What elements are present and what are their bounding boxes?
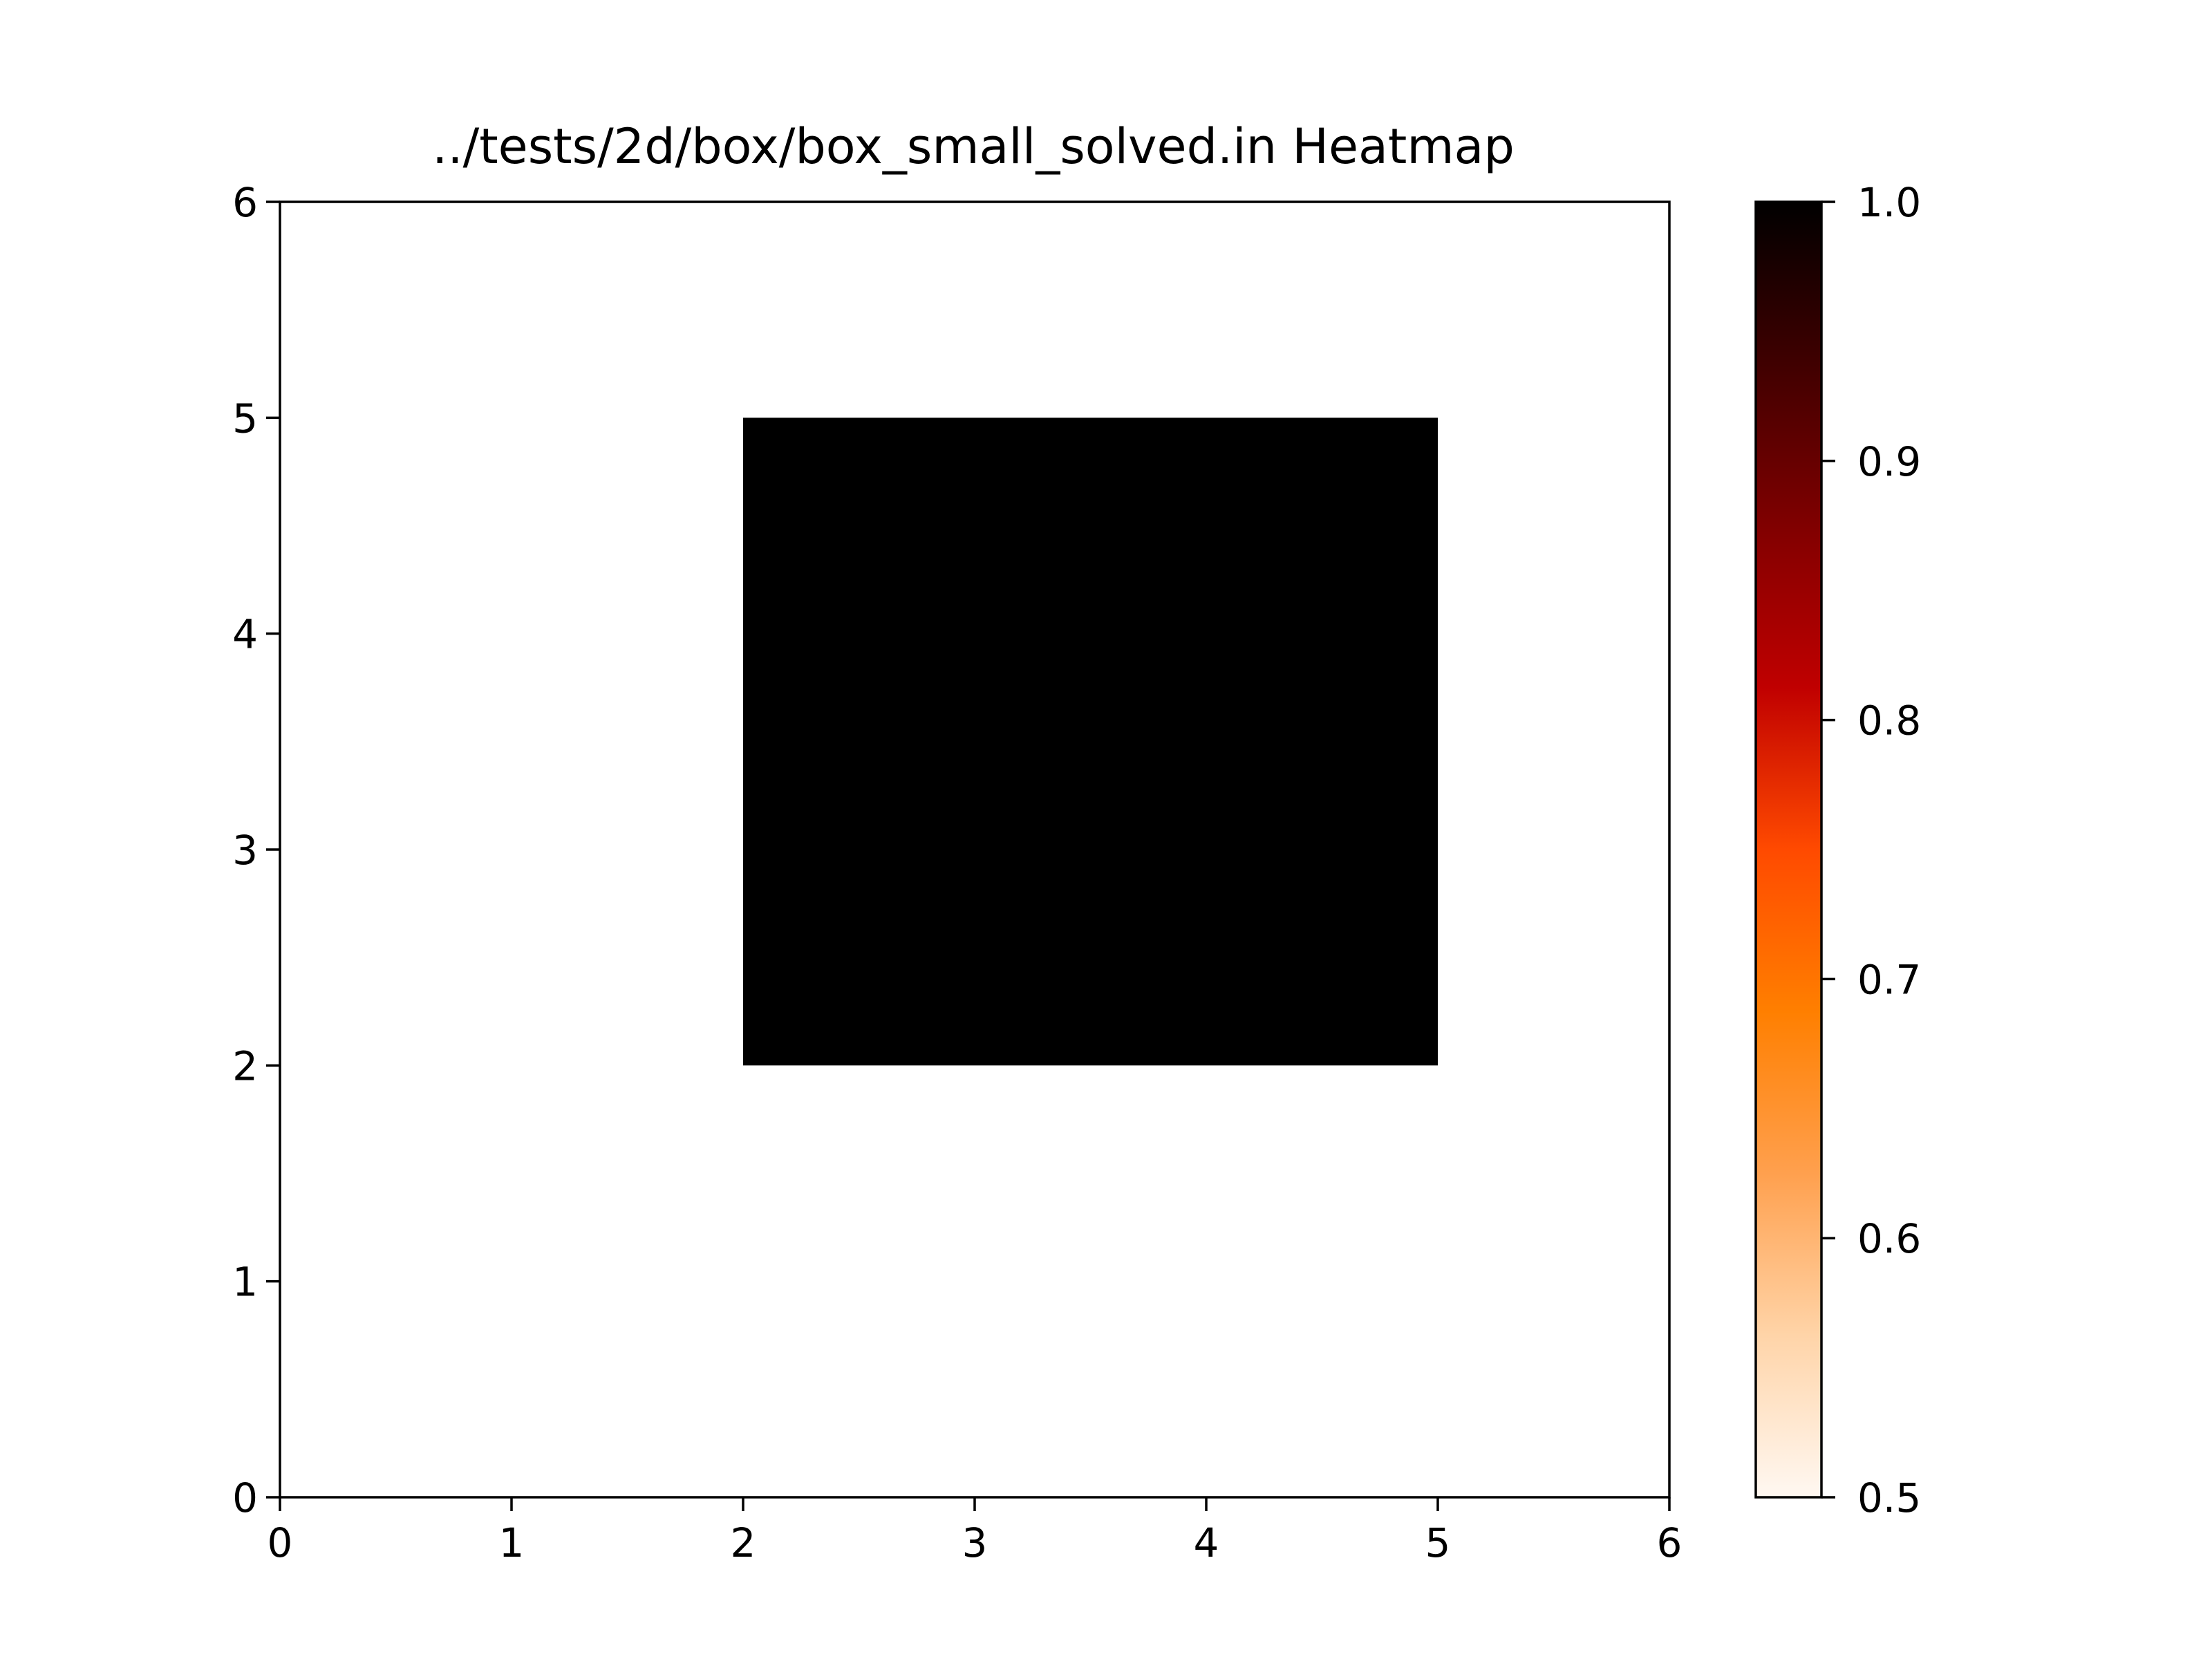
x-tick-label: 2 <box>731 1519 756 1566</box>
y-tick-label: 5 <box>232 395 258 442</box>
colorbar-frame <box>1754 200 1823 1499</box>
colorbar-tick-label: 1.0 <box>1857 179 1921 226</box>
colorbar-tick-label: 0.9 <box>1857 438 1921 485</box>
colorbar-tick-label: 0.5 <box>1857 1474 1921 1521</box>
colorbar-tick-label: 0.6 <box>1857 1215 1921 1262</box>
x-tick-label: 0 <box>268 1519 293 1566</box>
y-tick-label: 3 <box>232 827 258 874</box>
x-axis: 0 1 2 3 4 5 6 <box>268 1497 1683 1566</box>
colorbar-tick-label: 0.8 <box>1857 697 1921 744</box>
heatmap-cells <box>743 418 1438 1066</box>
colorbar-ticks: 0.5 0.6 0.7 0.8 0.9 1.0 <box>1821 179 1921 1521</box>
chart-title: ../tests/2d/box/box_small_solved.in Heat… <box>432 118 1515 175</box>
x-tick-label: 3 <box>962 1519 988 1566</box>
x-tick-label: 4 <box>1194 1519 1219 1566</box>
y-tick-label: 6 <box>232 179 258 226</box>
x-tick-label: 5 <box>1425 1519 1451 1566</box>
heatmap-cell-0 <box>743 418 1438 1066</box>
y-axis: 0 1 2 3 4 5 6 <box>232 179 280 1521</box>
y-tick-label: 4 <box>232 611 258 658</box>
x-tick-label: 6 <box>1657 1519 1683 1566</box>
colorbar-gradient <box>1756 202 1821 1497</box>
colorbar-tick-label: 0.7 <box>1857 956 1921 1003</box>
colorbar: 0.5 0.6 0.7 0.8 0.9 1.0 <box>1754 179 1921 1521</box>
y-tick-label: 0 <box>232 1474 258 1521</box>
y-tick-label: 2 <box>232 1042 258 1089</box>
x-tick-label: 1 <box>499 1519 525 1566</box>
plot-area <box>279 200 1671 1499</box>
y-tick-label: 1 <box>232 1259 258 1306</box>
